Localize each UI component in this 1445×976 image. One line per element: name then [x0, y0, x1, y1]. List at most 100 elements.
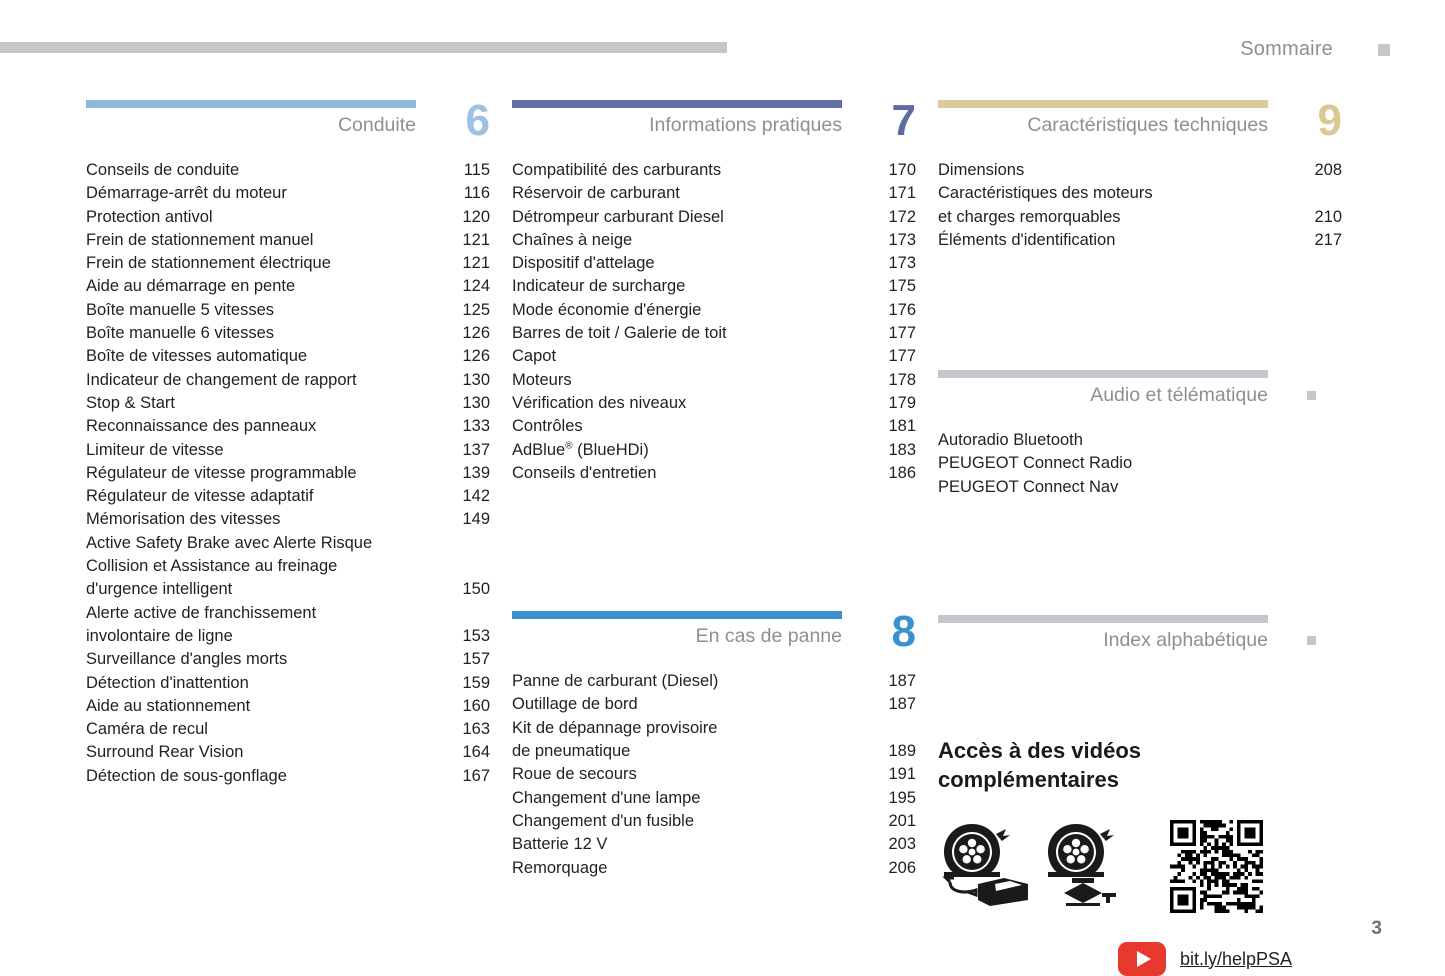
- toc-entry[interactable]: Caméra de recul 163: [86, 718, 490, 741]
- toc-entry-page: 206: [888, 858, 916, 877]
- toc-entry-page: 115: [463, 161, 490, 179]
- toc-entry[interactable]: Détection de sous-gonflage 167: [86, 765, 490, 788]
- toc-entry[interactable]: Boîte manuelle 6 vitesses 126: [86, 322, 490, 345]
- toc-entry[interactable]: Alerte active de franchissement involonta…: [86, 602, 490, 649]
- toc-entry[interactable]: Protection antivol 120: [86, 206, 490, 229]
- toc-entry[interactable]: Chaînes à neige 173: [512, 229, 916, 252]
- toc-entry-label: Contrôles: [512, 417, 583, 436]
- toc-entry-page: 217: [1314, 230, 1342, 249]
- section-header-en-cas-de-panne: En cas de panne 8: [512, 610, 916, 670]
- toc-entry[interactable]: Mode économie d'énergie 176: [512, 299, 916, 322]
- toc-entry[interactable]: Autoradio Bluetooth: [938, 429, 1342, 452]
- toc-entry-label: PEUGEOT Connect Nav: [938, 477, 1119, 496]
- toc-entry-label: Roue de secours: [512, 765, 637, 784]
- toc-entry-label: Kit de dépannage provisoire de pneumatiqu…: [512, 718, 718, 761]
- toc-entry[interactable]: Conseils de conduite 115: [86, 159, 490, 182]
- toc-entry[interactable]: Réservoir de carburant 171: [512, 182, 916, 205]
- section-rule-index-alphabetique: [938, 615, 1268, 624]
- toc-column-3: Caractéristiques techniques 9 Dimensions 20…: [938, 99, 1342, 976]
- toc-entry-label: Protection antivol: [86, 207, 213, 226]
- toc-entry[interactable]: Indicateur de changement de rapport 130: [86, 369, 490, 392]
- toc-entry[interactable]: AdBlue® (BlueHDi) 183: [512, 439, 916, 462]
- videos-heading-line-2: complémentaires: [938, 767, 1119, 793]
- toc-entry[interactable]: Frein de stationnement électrique 121: [86, 252, 490, 275]
- qr-code[interactable]: [1170, 820, 1263, 914]
- toc-entry[interactable]: Moteurs 178: [512, 369, 916, 392]
- toc-entry[interactable]: Boîte manuelle 5 vitesses 125: [86, 299, 490, 322]
- toc-entry[interactable]: Stop & Start 130: [86, 392, 490, 415]
- toc-entry-label: Indicateur de changement de rapport: [86, 370, 357, 389]
- toc-entry-page: 153: [462, 626, 490, 645]
- toc-entry-page: 116: [463, 184, 490, 203]
- toc-section-caracteristiques-techniques: Caractéristiques techniques 9 Dimensions 20…: [938, 99, 1342, 252]
- toc-entry[interactable]: Reconnaissance des panneaux 133: [86, 415, 490, 438]
- toc-column-1: Conduite 6 Conseils de conduite 115 Démarrag…: [86, 99, 490, 788]
- section-marker-square-audio-et-telematique: [1307, 391, 1316, 401]
- toc-entry-label: Changement d'un fusible: [512, 811, 695, 830]
- toc-entry[interactable]: Capot 177: [512, 345, 916, 368]
- toc-entry-page: 163: [462, 720, 490, 739]
- toc-entry-page: 177: [888, 324, 916, 343]
- youtube-play-icon[interactable]: [1118, 942, 1166, 976]
- toc-entry[interactable]: Vérification des niveaux 179: [512, 392, 916, 415]
- toc-entry[interactable]: Éléments d'identification 217: [938, 229, 1342, 252]
- toc-entry[interactable]: Aide au stationnement 160: [86, 695, 490, 718]
- toc-entry[interactable]: Outillage de bord 187: [512, 693, 916, 716]
- toc-entry[interactable]: Batterie 12 V 203: [512, 833, 916, 856]
- toc-entry[interactable]: Mémorisation des vitesses 149: [86, 508, 490, 531]
- toc-entry[interactable]: Kit de dépannage provisoire de pneumatiqu…: [512, 717, 916, 764]
- toc-entry-label: Régulateur de vitesse programmable: [86, 463, 357, 482]
- toc-entry[interactable]: Barres de toit / Galerie de toit 177: [512, 322, 916, 345]
- toc-entry-page: 210: [1314, 207, 1342, 226]
- youtube-link-row[interactable]: bit.ly/helpPSA: [1118, 942, 1342, 976]
- toc-entry[interactable]: Démarrage-arrêt du moteur 116: [86, 182, 490, 205]
- section-rule-en-cas-de-panne: [512, 611, 842, 620]
- toc-entry[interactable]: Caractéristiques des moteurs et charges r…: [938, 182, 1342, 229]
- toc-entry[interactable]: Détrompeur carburant Diesel 172: [512, 206, 916, 229]
- toc-entry[interactable]: Surround Rear Vision 164: [86, 741, 490, 764]
- toc-entry-page: 186: [888, 463, 916, 482]
- toc-entry[interactable]: Aide au démarrage en pente 124: [86, 275, 490, 298]
- toc-entry[interactable]: Changement d'une lampe 195: [512, 787, 916, 810]
- toc-entry-label: Capot: [512, 347, 557, 366]
- toc-entry[interactable]: Changement d'un fusible 201: [512, 810, 916, 833]
- toc-entry[interactable]: Dispositif d'attelage 173: [512, 252, 916, 275]
- toc-entry[interactable]: Régulateur de vitesse programmable 139: [86, 462, 490, 485]
- flat-tyre-jack-icon: [1042, 820, 1146, 911]
- toc-entry[interactable]: Contrôles 181: [512, 415, 916, 438]
- toc-entry-label: Stop & Start: [86, 393, 175, 412]
- toc-entry[interactable]: Dimensions 208: [938, 159, 1342, 182]
- toc-entry[interactable]: Active Safety Brake avec Alerte Risque Co…: [86, 532, 490, 602]
- toc-entry-page: 139: [462, 463, 490, 482]
- toc-entry[interactable]: Roue de secours 191: [512, 763, 916, 786]
- toc-entry[interactable]: Indicateur de surcharge 175: [512, 275, 916, 298]
- toc-entry[interactable]: Détection d'inattention 159: [86, 672, 490, 695]
- toc-entry-label: Détection d'inattention: [86, 673, 249, 692]
- section-header-caracteristiques-techniques: Caractéristiques techniques 9: [938, 99, 1342, 159]
- toc-entry[interactable]: Boîte de vitesses automatique 126: [86, 345, 490, 368]
- toc-entry-label: Mode économie d'énergie: [512, 300, 702, 319]
- toc-entry-label: Panne de carburant (Diesel): [512, 672, 719, 691]
- section-number-caracteristiques-techniques: 9: [1317, 96, 1342, 145]
- toc-entry[interactable]: Surveillance d'angles morts 157: [86, 648, 490, 671]
- section-marker-square-index-alphabetique: [1307, 636, 1316, 646]
- toc-entry[interactable]: Limiteur de vitesse 137: [86, 439, 490, 462]
- video-link[interactable]: bit.ly/helpPSA: [1180, 948, 1293, 969]
- toc-entry-page: 126: [462, 324, 490, 343]
- toc-entry[interactable]: PEUGEOT Connect Nav: [938, 476, 1342, 499]
- page-number: 3: [1371, 918, 1382, 939]
- toc-entry-page: 177: [888, 347, 916, 366]
- toc-section-en-cas-de-panne: En cas de panne 8 Panne de carburant (Dies…: [512, 610, 916, 880]
- toc-entry-label: Surround Rear Vision: [86, 743, 244, 762]
- toc-entry[interactable]: PEUGEOT Connect Radio: [938, 452, 1342, 475]
- toc-entry[interactable]: Frein de stationnement manuel 121: [86, 229, 490, 252]
- toc-entry[interactable]: Compatibilité des carburants 170: [512, 159, 916, 182]
- toc-entry[interactable]: Régulateur de vitesse adaptatif 142: [86, 485, 490, 508]
- section-header-index-alphabetique: Index alphabétique: [938, 629, 1342, 674]
- toc-entry-page: 173: [888, 254, 916, 273]
- toc-entry[interactable]: Remorquage 206: [512, 857, 916, 880]
- toc-entry[interactable]: Conseils d'entretien 186: [512, 462, 916, 485]
- section-title-informations-pratiques: Informations pratiques: [649, 114, 842, 136]
- toc-entry[interactable]: Panne de carburant (Diesel) 187: [512, 670, 916, 693]
- toc-entry-page: 173: [888, 230, 916, 249]
